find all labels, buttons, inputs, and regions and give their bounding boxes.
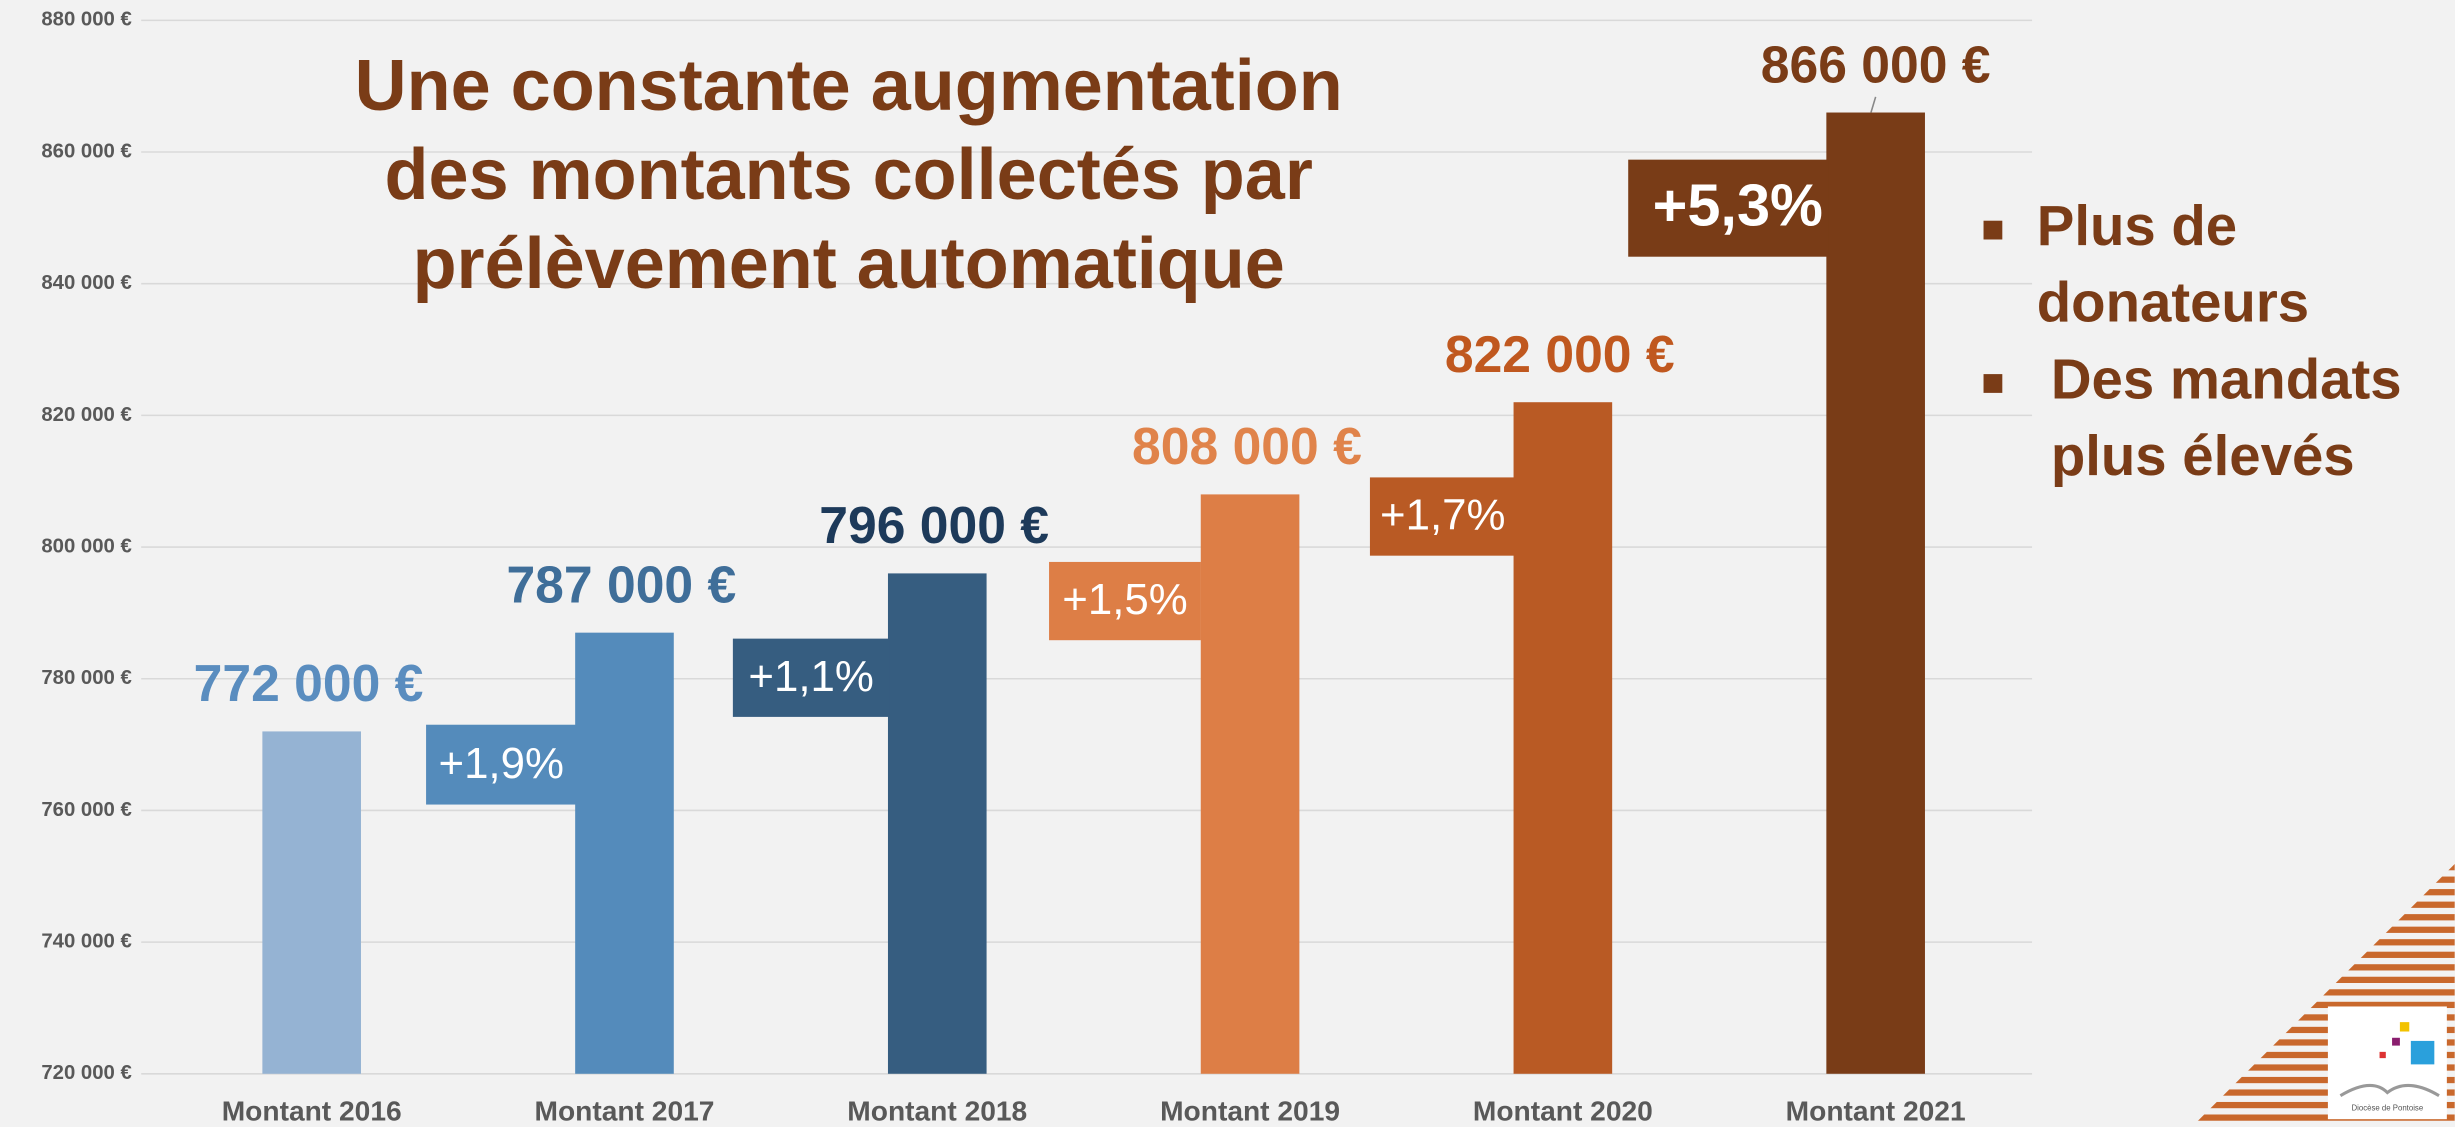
x-tick-label: Montant 2019 — [1160, 1094, 1340, 1126]
logo-book — [2339, 1083, 2440, 1098]
growth-label: +1,5% — [1062, 575, 1187, 624]
chart-title: des montants collectés par — [385, 135, 1313, 215]
data-label: 808 000 € — [1132, 417, 1362, 475]
logo-text: Diocèse de Pontoise — [2352, 1103, 2424, 1112]
y-tick-label: 880 000 € — [41, 9, 131, 31]
x-tick-label: Montant 2018 — [847, 1094, 1027, 1126]
growth-box — [426, 724, 577, 805]
logo-square — [2392, 1037, 2400, 1046]
x-tick-label: Montant 2016 — [222, 1094, 402, 1126]
leader-line — [1870, 96, 1877, 113]
growth-label: +1,1% — [748, 652, 873, 701]
data-label: 866 000 € — [1761, 35, 1991, 93]
y-tick-label: 820 000 € — [41, 404, 131, 426]
chart-title: prélèvement automatique — [413, 224, 1285, 304]
bar — [1826, 112, 1925, 1074]
growth-label: +5,3% — [1653, 171, 1823, 238]
growth-label: +1,9% — [438, 739, 563, 788]
y-tick-label: 800 000 € — [41, 535, 131, 557]
data-label: 822 000 € — [1445, 325, 1675, 383]
y-tick-label: 740 000 € — [41, 930, 131, 952]
growth-label: +1,7% — [1380, 491, 1505, 540]
data-label: 796 000 € — [819, 496, 1049, 554]
bullet-text: Plus de — [2037, 194, 2237, 257]
bar — [575, 632, 674, 1074]
y-tick-label: 780 000 € — [41, 667, 131, 689]
bar — [262, 731, 361, 1074]
y-tick-label: 860 000 € — [41, 140, 131, 162]
logo-square — [2379, 1051, 2386, 1059]
x-tick-label: Montant 2017 — [535, 1094, 715, 1126]
growth-box — [1049, 561, 1201, 641]
bar — [887, 573, 987, 1074]
growth-box — [1628, 159, 1829, 257]
chart-title: Une constante augmentation — [355, 46, 1343, 126]
bullet-marker — [1983, 374, 2003, 393]
growth-box — [1369, 477, 1516, 556]
bar — [1200, 494, 1300, 1074]
logo-square — [2399, 1022, 2410, 1032]
y-tick-label: 840 000 € — [41, 272, 131, 294]
bullet-text: plus élevés — [2051, 424, 2355, 487]
y-tick-label: 720 000 € — [41, 1062, 131, 1084]
data-label: 772 000 € — [194, 654, 424, 712]
y-tick-label: 760 000 € — [41, 799, 131, 821]
bar — [1513, 402, 1613, 1074]
bullet-marker — [1983, 220, 2003, 240]
bullet-text: Des mandats — [2051, 347, 2402, 410]
data-label: 787 000 € — [506, 555, 736, 613]
x-tick-label: Montant 2020 — [1473, 1094, 1653, 1126]
growth-box — [732, 638, 890, 717]
logo-square — [2410, 1040, 2435, 1065]
x-tick-label: Montant 2021 — [1786, 1094, 1966, 1126]
bullet-text: donateurs — [2037, 271, 2309, 334]
